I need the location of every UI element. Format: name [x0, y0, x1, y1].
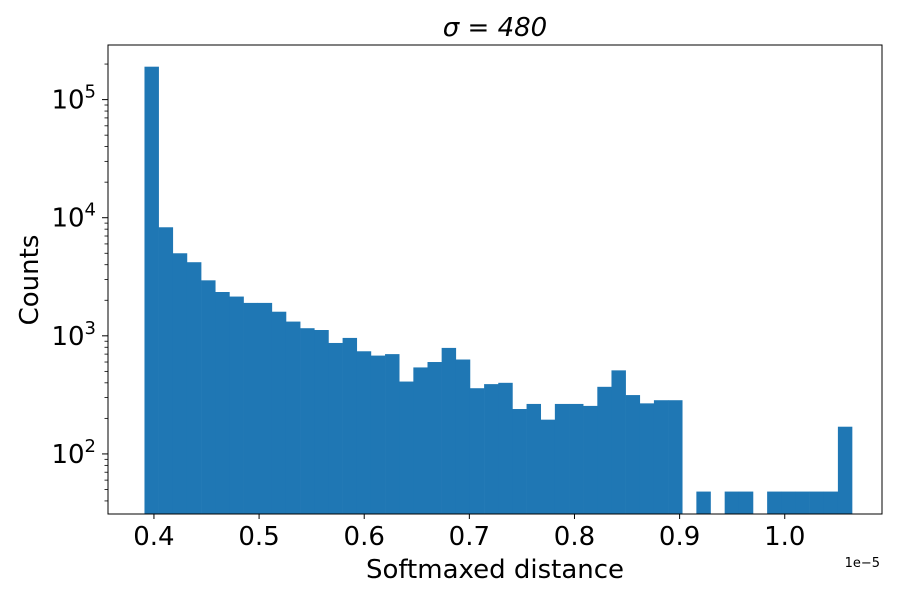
histogram-bar: [243, 302, 258, 514]
histogram-bar: [484, 384, 499, 514]
histogram-bar: [767, 491, 782, 514]
histogram-bar: [427, 362, 442, 514]
histogram-bar: [285, 321, 301, 514]
histogram-bar: [540, 419, 556, 514]
x-axis-label: Softmaxed distance: [366, 555, 624, 585]
histogram-bar: [837, 426, 853, 514]
histogram-bar: [569, 403, 584, 514]
x-tick-label: 0.9: [659, 522, 700, 552]
histogram-bar: [172, 253, 188, 514]
histogram-bar: [668, 400, 683, 514]
histogram-bar: [201, 280, 216, 514]
x-tick-label: 0.8: [554, 522, 595, 552]
histogram-bar: [144, 66, 159, 514]
histogram-bar: [512, 409, 527, 514]
histogram-bar: [823, 491, 839, 514]
histogram-bar: [215, 292, 230, 514]
histogram-bar: [795, 491, 810, 514]
y-tick-label: 105: [51, 82, 96, 116]
y-tick-label: 104: [51, 200, 96, 234]
histogram-bar: [370, 355, 386, 514]
y-axis-label: Counts: [15, 235, 45, 326]
histogram-bar: [611, 370, 626, 514]
x-tick-label: 0.4: [133, 522, 174, 552]
histogram-bar: [385, 354, 400, 514]
x-tick-label: 0.6: [344, 522, 385, 552]
histogram-bar: [342, 337, 358, 514]
histogram-bar: [314, 330, 329, 514]
histogram-bar: [781, 491, 796, 514]
histogram-bar: [625, 395, 641, 514]
histogram-bar: [158, 227, 174, 514]
histogram-bar: [441, 347, 457, 514]
histogram-bar: [271, 311, 287, 514]
chart-title: σ = 480: [443, 13, 547, 43]
y-tick-label: 103: [51, 318, 96, 352]
y-tick-label: 102: [51, 436, 96, 470]
histogram-bar: [696, 491, 711, 514]
histogram-bar: [738, 491, 754, 514]
histogram-bar: [300, 328, 315, 514]
histogram-bar: [229, 296, 244, 514]
histogram-bar: [186, 262, 202, 514]
histogram-bar: [498, 382, 513, 514]
histogram-bar: [597, 386, 612, 514]
x-tick-label: 1.0: [764, 522, 805, 552]
bars-group: [144, 66, 853, 514]
y-axis: 102 103 104 105: [51, 63, 108, 502]
histogram-bar: [328, 342, 343, 514]
histogram-bar: [413, 367, 428, 514]
x-axis-offset-label: 1e−5: [845, 556, 880, 571]
histogram-bar: [469, 388, 485, 514]
histogram-bar: [639, 403, 655, 514]
x-axis: 0.4 0.5 0.6 0.7 0.8 0.9 1.0: [133, 514, 805, 552]
histogram-bar: [809, 491, 825, 514]
histogram-bar: [583, 405, 598, 514]
histogram-bar: [257, 302, 273, 514]
histogram-bar: [356, 351, 372, 514]
x-tick-label: 0.5: [238, 522, 279, 552]
histogram-bar: [724, 491, 740, 514]
histogram-bar: [455, 359, 471, 514]
histogram-bar: [554, 403, 570, 514]
histogram-bar: [399, 381, 414, 514]
histogram-bar: [653, 400, 669, 514]
histogram-bar: [526, 403, 542, 514]
x-tick-label: 0.7: [449, 522, 490, 552]
